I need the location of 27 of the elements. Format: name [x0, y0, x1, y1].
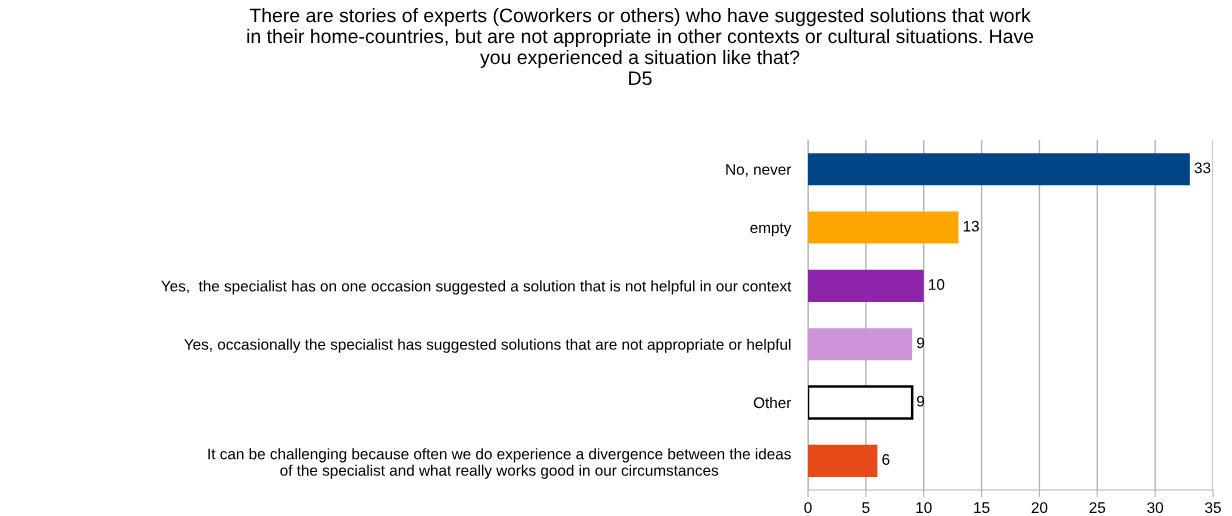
data-label: 10 [929, 279, 945, 290]
bar [808, 269, 924, 302]
x-tick-label: 15 [974, 502, 990, 514]
data-label: 9 [917, 395, 925, 407]
bar [808, 211, 959, 244]
bar [808, 153, 1190, 186]
x-tick-label: 35 [1205, 502, 1221, 514]
x-tick-label: 10 [916, 502, 932, 514]
x-tick-label: 25 [1089, 502, 1106, 514]
data-label: 33 [1194, 162, 1211, 174]
data-label: 13 [963, 220, 979, 232]
x-tick-label: 5 [862, 502, 870, 514]
data-label: 9 [917, 337, 925, 349]
bar [808, 444, 878, 477]
y-tick-label: It can be challenging because often we do experience a divergence between the ideas of the specialist and what really works good in our circumstances [208, 448, 791, 479]
y-tick-label: Yes, the specialist has on one occasion suggested a solution that is not helpful in our context [161, 280, 792, 295]
x-tick-label: 20 [1031, 502, 1048, 514]
data-label: 6 [882, 454, 890, 465]
text: There are stories of experts (Coworkers or others) who have suggested solutions that work in their home-countries, but are not appropriate in other contexts or cultural situations. Have you experienced a situation like that? D5 [247, 8, 1034, 86]
y-tick-label: Yes, occasionally the specialist has suggested solutions that are not appropriate or helpful [184, 338, 791, 353]
bar [808, 385, 914, 420]
bar [808, 328, 913, 361]
x-tick-label: 0 [804, 502, 812, 514]
y-tick-label: empty [750, 223, 792, 237]
y-tick-label: No, never [726, 164, 792, 177]
x-tick-label: 30 [1147, 502, 1164, 514]
y-tick-label: Other [753, 396, 792, 409]
